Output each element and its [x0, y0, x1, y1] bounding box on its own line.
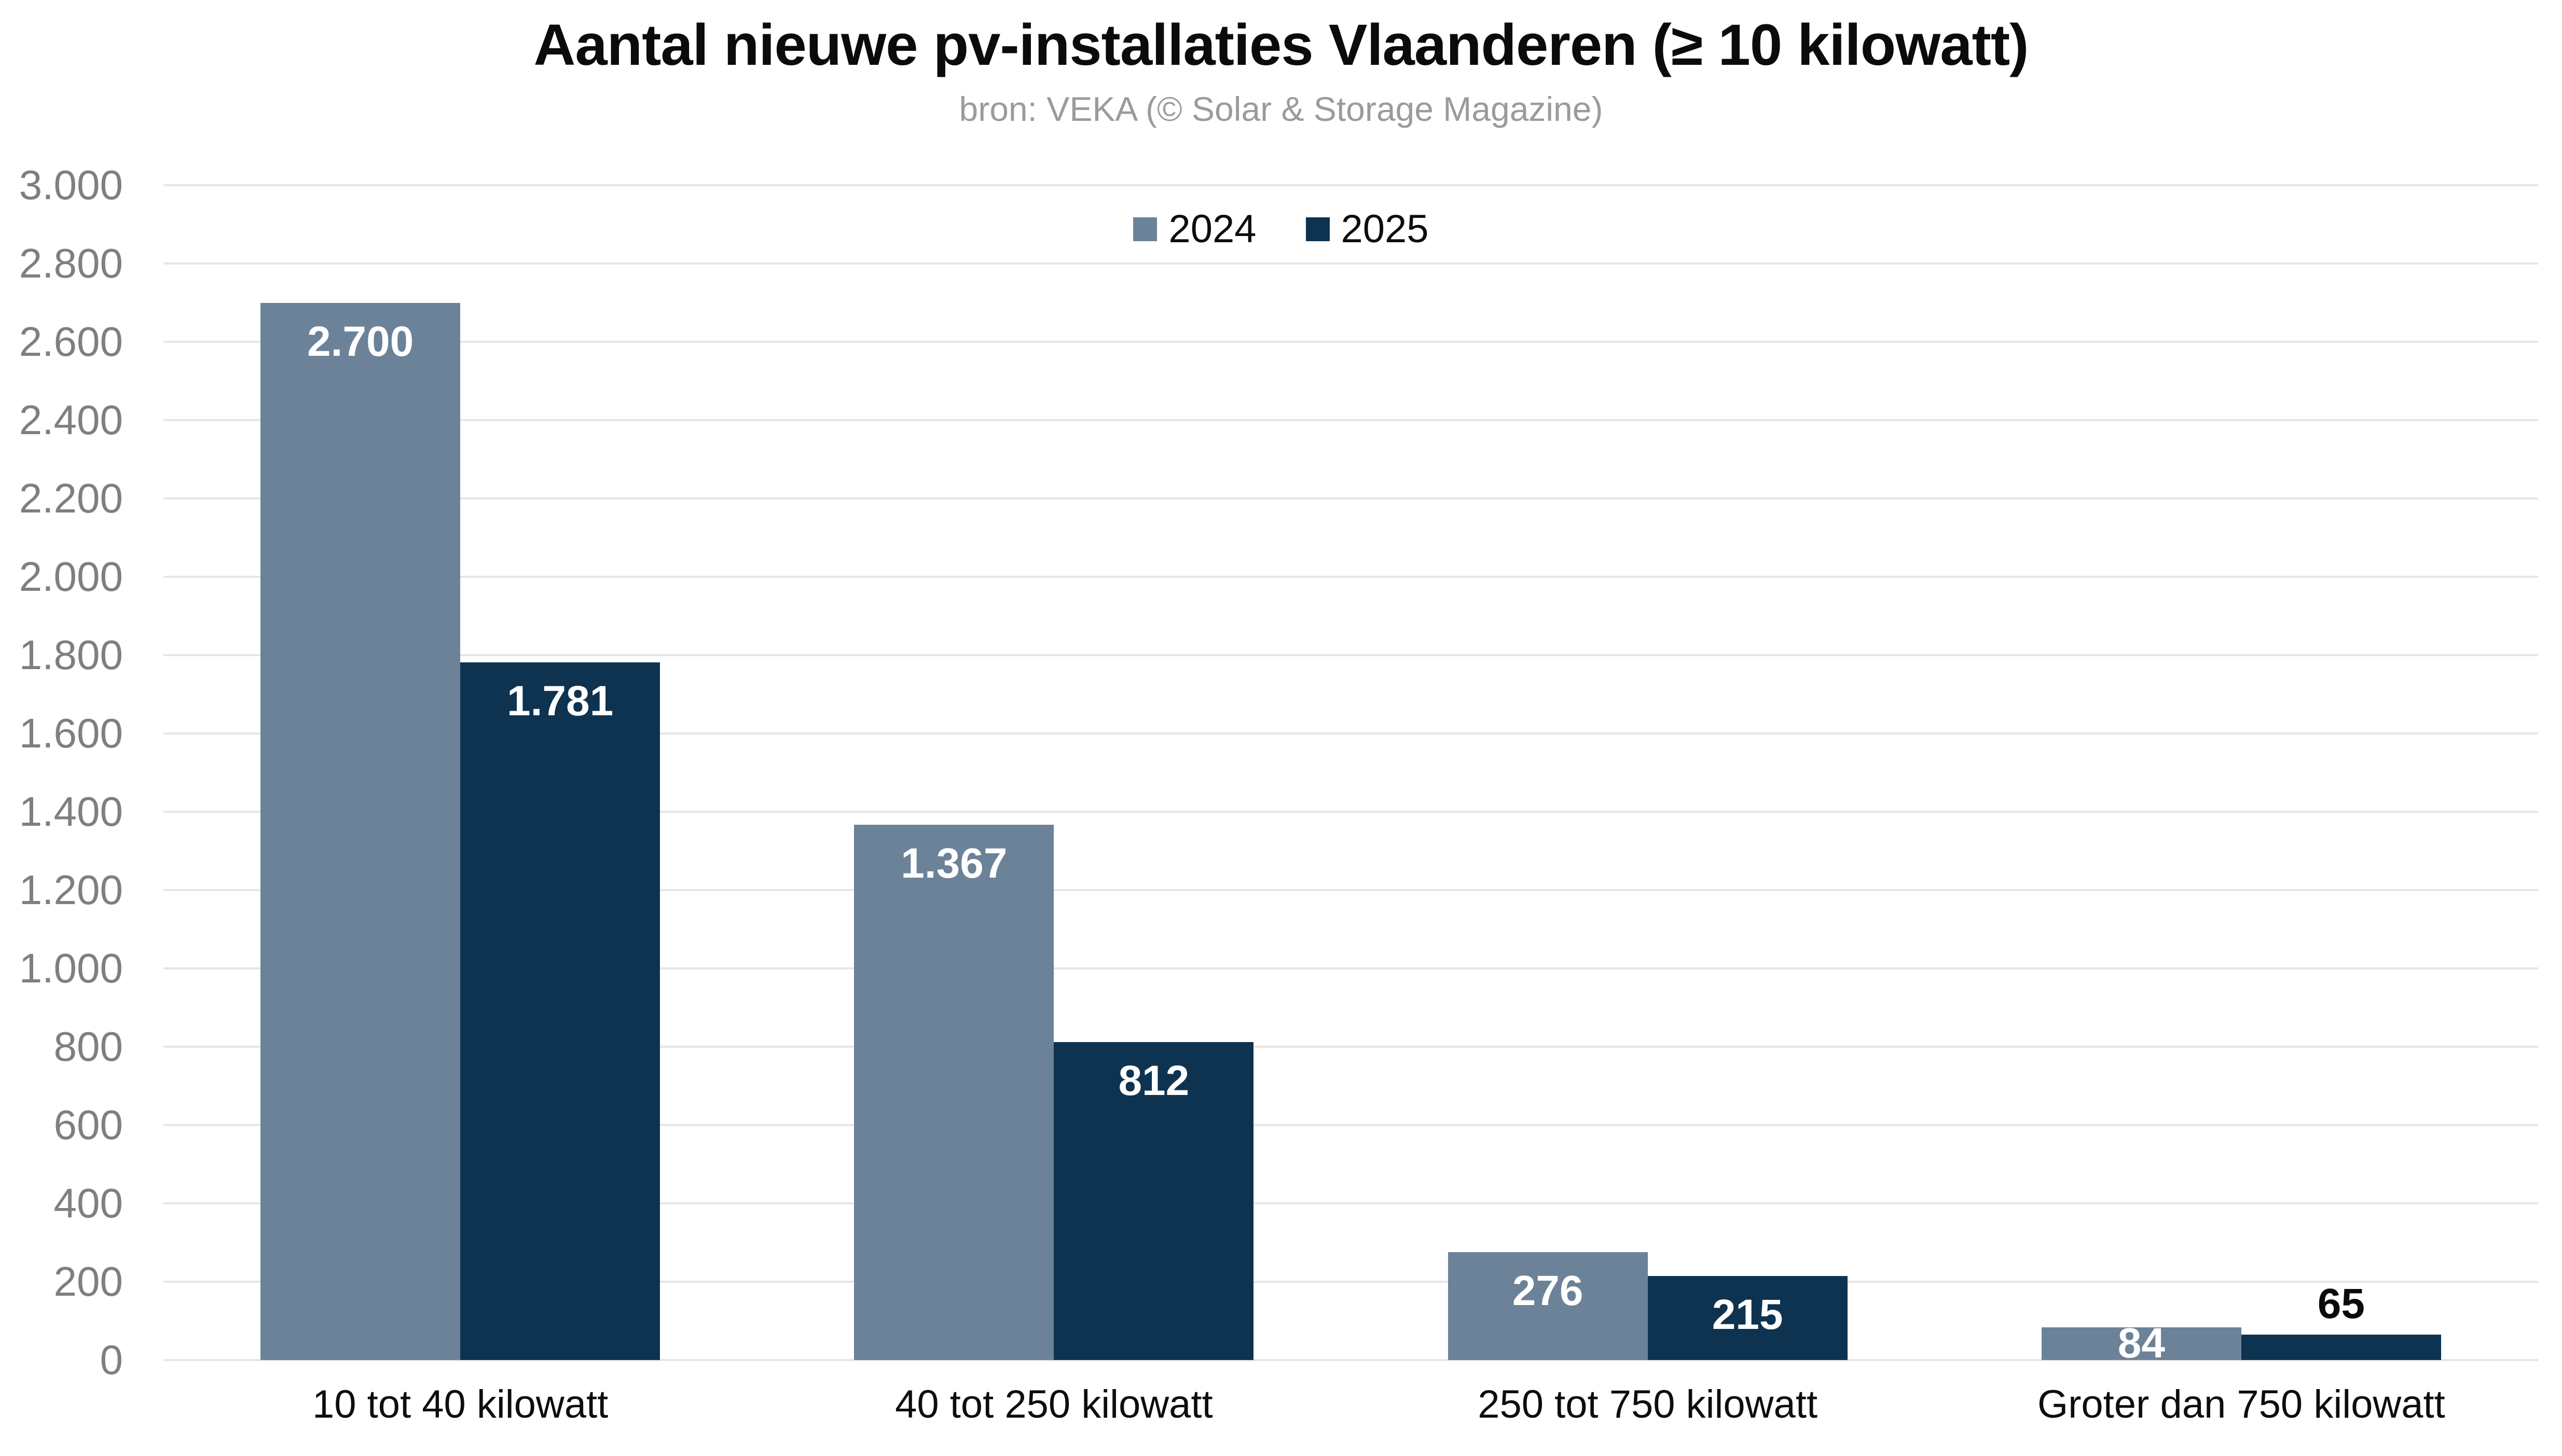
bar-2024-category-0: 2.700	[260, 302, 461, 1360]
bar-2024-category-2: 276	[1448, 1252, 1648, 1360]
ytick-label-3.000: 3.000	[19, 162, 123, 208]
gridline-2.600	[163, 341, 2538, 343]
value-label-2025-category-2: 215	[1712, 1291, 1783, 1338]
ytick-label-200: 200	[53, 1258, 123, 1305]
plot-area: 0 200 400 600 800 1.000 1.200 1.400 1.600 1.800 2.…	[19, 164, 2538, 1426]
gridline-0	[163, 1359, 2538, 1361]
gridline-1.800	[163, 654, 2538, 656]
gridline-200	[163, 1281, 2538, 1283]
gridline-1.600	[163, 732, 2538, 735]
ytick-label-400: 400	[53, 1180, 123, 1226]
ytick-label-2.200: 2.200	[19, 475, 123, 521]
legend-item-2024: 2024	[1133, 206, 1257, 252]
ytick-label-2.600: 2.600	[19, 318, 123, 365]
ytick-label-1.400: 1.400	[19, 788, 123, 835]
ytick-label-2.000: 2.000	[19, 553, 123, 600]
bar-2025-category-0: 1.781	[460, 662, 660, 1360]
legend-item-2025: 2025	[1305, 206, 1429, 252]
legend-label-2025: 2025	[1341, 207, 1429, 251]
gridline-1.400	[163, 811, 2538, 813]
value-label-2025-category-1: 812	[1118, 1057, 1190, 1104]
bar-2025-category-3	[2241, 1334, 2441, 1360]
bar-2025-category-1: 812	[1054, 1042, 1254, 1360]
category-label-3: Groter dan 750 kilowatt	[2037, 1382, 2445, 1426]
gridline-1.200	[163, 889, 2538, 891]
ytick-label-800: 800	[53, 1023, 123, 1070]
bar-2025-category-2: 215	[1647, 1275, 1848, 1360]
category-label-0: 10 tot 40 kilowatt	[312, 1382, 609, 1426]
legend-swatch-2025	[1305, 217, 1330, 241]
gridline-800	[163, 1046, 2538, 1048]
ytick-label-1.600: 1.600	[19, 710, 123, 756]
gridline-600	[163, 1124, 2538, 1126]
ytick-label-1.200: 1.200	[19, 867, 123, 913]
value-label-2024-category-2: 276	[1512, 1267, 1583, 1314]
gridline-400	[163, 1202, 2538, 1205]
ytick-label-2.800: 2.800	[19, 240, 123, 286]
legend-swatch-2024	[1133, 217, 1158, 241]
bar-2024-category-3: 84	[2041, 1322, 2241, 1365]
category-label-2: 250 tot 750 kilowatt	[1478, 1382, 1818, 1426]
chart-title: Aantal nieuwe pv-installaties Vlaanderen…	[533, 12, 2029, 77]
ytick-label-600: 600	[53, 1102, 123, 1148]
chart-subtitle: bron: VEKA (© Solar & Storage Magazine)	[959, 90, 1603, 128]
value-label-2025-category-0: 1.781	[507, 677, 614, 725]
gridline-3.000	[163, 184, 2538, 186]
category-label-1: 40 tot 250 kilowatt	[895, 1382, 1213, 1426]
value-label-2024-category-0: 2.700	[307, 317, 414, 365]
gridline-2.400	[163, 419, 2538, 421]
ytick-label-2.400: 2.400	[19, 397, 123, 443]
gridline-2.800	[163, 262, 2538, 265]
bar-2024-category-1: 1.367	[854, 824, 1054, 1360]
gridline-2.200	[163, 497, 2538, 500]
value-label-2025-category-3: 65	[2317, 1280, 2365, 1327]
ytick-label-1.800: 1.800	[19, 632, 123, 678]
value-label-2024-category-3: 84	[2117, 1320, 2165, 1367]
ytick-label-1.000: 1.000	[19, 945, 123, 991]
ytick-label-0: 0	[100, 1337, 123, 1383]
legend-label-2024: 2024	[1168, 207, 1257, 251]
legend: 2024 2025	[0, 206, 2562, 252]
gridline-2.000	[163, 576, 2538, 578]
gridline-1.000	[163, 967, 2538, 970]
value-label-2024-category-1: 1.367	[901, 839, 1008, 887]
